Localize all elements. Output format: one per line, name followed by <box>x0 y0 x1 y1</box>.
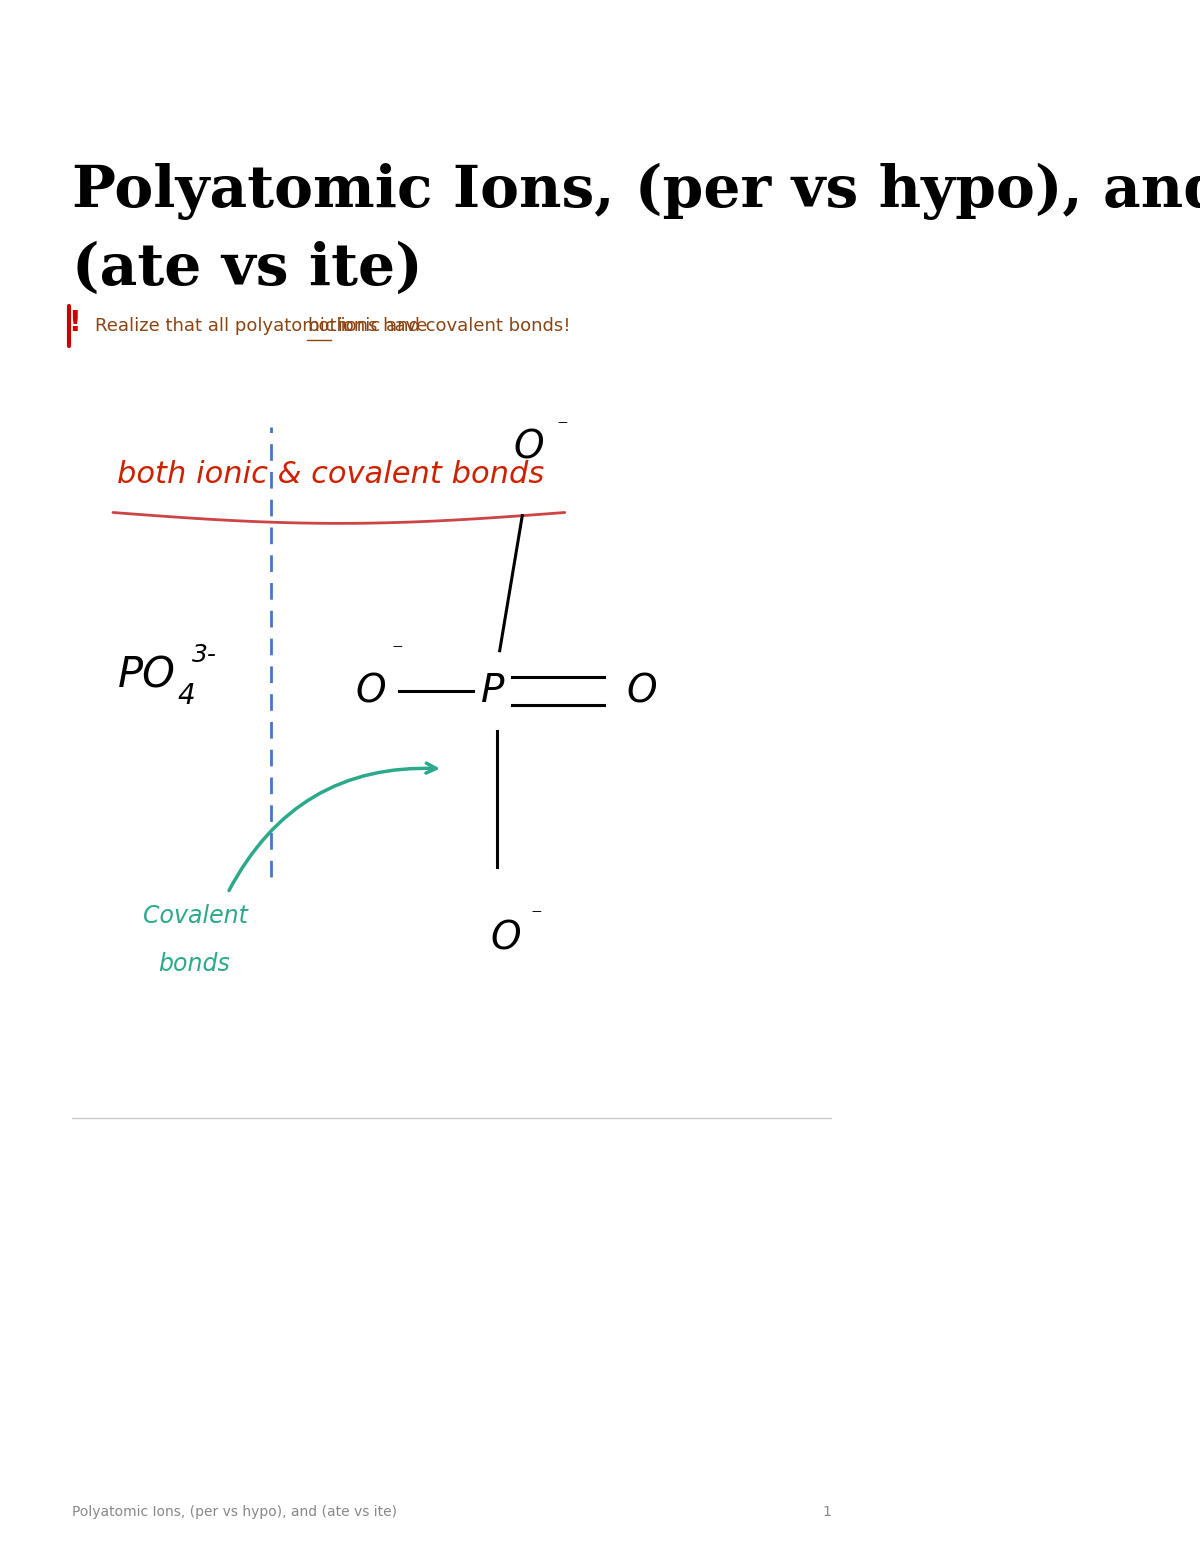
Text: Polyatomic Ions, (per vs hypo), and: Polyatomic Ions, (per vs hypo), and <box>72 163 1200 221</box>
Text: 1: 1 <box>822 1505 832 1519</box>
Text: both: both <box>307 317 348 335</box>
Text: ⁻: ⁻ <box>556 418 568 436</box>
Text: O: O <box>355 672 385 710</box>
Text: (ate vs ite): (ate vs ite) <box>72 241 422 297</box>
Text: Polyatomic Ions, (per vs hypo), and (ate vs ite): Polyatomic Ions, (per vs hypo), and (ate… <box>72 1505 397 1519</box>
Text: O: O <box>491 919 521 957</box>
Text: both ionic & covalent bonds: both ionic & covalent bonds <box>118 460 545 489</box>
Text: P: P <box>481 672 504 710</box>
Text: Realize that all polyatomic ions have: Realize that all polyatomic ions have <box>95 317 433 335</box>
Text: ionic and covalent bonds!: ionic and covalent bonds! <box>331 317 570 335</box>
Text: ⁻: ⁻ <box>530 907 542 926</box>
Text: 3-: 3- <box>192 643 216 668</box>
Text: ⁻: ⁻ <box>391 641 403 660</box>
Text: O: O <box>626 672 656 710</box>
Text: 4: 4 <box>178 682 194 710</box>
Text: !: ! <box>67 309 80 337</box>
Text: bonds: bonds <box>158 952 230 975</box>
FancyArrowPatch shape <box>229 763 436 890</box>
Text: PO: PO <box>118 654 175 697</box>
Text: O: O <box>514 429 544 466</box>
Text: Covalent: Covalent <box>143 904 247 927</box>
